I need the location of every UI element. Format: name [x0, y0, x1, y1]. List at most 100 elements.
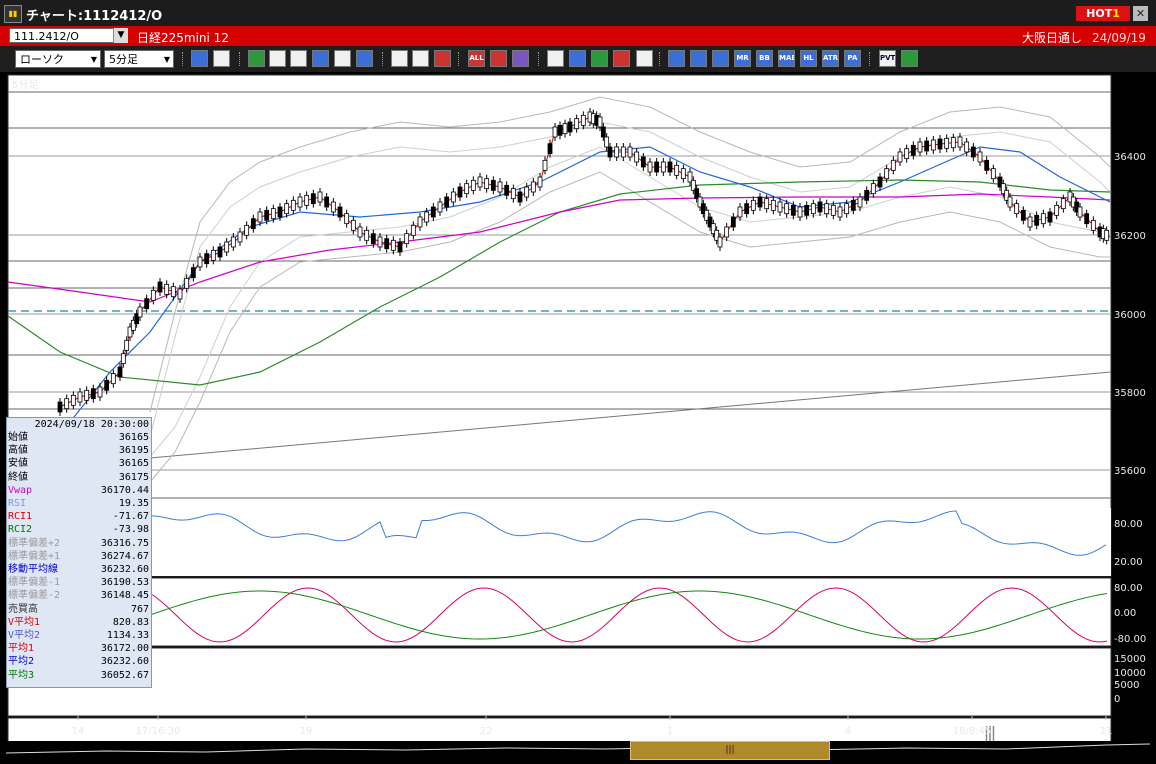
price-chart[interactable]: 5分足 36400 36200 36000 35800 35600 80.00 20.00 80… [0, 72, 1156, 764]
toolbar-button-1[interactable] [191, 50, 208, 67]
info-row: V平均1 820.83 [7, 616, 151, 629]
interval-select[interactable]: 5分足 ▼ [104, 50, 174, 68]
candle-body [384, 238, 390, 250]
toolbar-button-17[interactable] [591, 50, 608, 67]
info-row: 安値 36165 [7, 457, 151, 470]
candle-body [390, 239, 396, 251]
candle-body [250, 218, 256, 230]
upper-band-2 [149, 96, 1111, 413]
candle-body [170, 286, 176, 298]
candle-body [654, 161, 660, 173]
toolbar-button-18[interactable] [613, 50, 630, 67]
time-axis-label: 4 [845, 726, 851, 737]
toolbar-button-25[interactable]: MAE [778, 50, 795, 67]
chart-type-select[interactable]: ローソク ▼ [15, 50, 101, 68]
candle-body [177, 288, 183, 300]
toolbar-button-27[interactable]: ATR [822, 50, 839, 67]
candle-body [330, 201, 336, 213]
toolbar-button-8[interactable] [356, 50, 373, 67]
candle-body [884, 168, 890, 180]
chart-area[interactable]: 5分足 36400 36200 36000 35800 35600 80.00 20.00 80… [0, 72, 1156, 764]
info-label: 安値 [8, 458, 28, 470]
candle-body [184, 277, 190, 289]
toolbar-button-9[interactable] [391, 50, 408, 67]
candle-body [924, 140, 930, 152]
toolbar-button-15[interactable] [547, 50, 564, 67]
toolbar-button-7[interactable] [334, 50, 351, 67]
candle-body [1027, 216, 1033, 228]
toolbar-button-2[interactable] [213, 50, 230, 67]
candle-body [890, 159, 896, 171]
candle-body [430, 206, 436, 218]
candle-body [627, 146, 633, 158]
candle-body [377, 236, 383, 248]
info-datetime: 2024/09/18 20:30:00 [34, 419, 149, 430]
candle-body [217, 246, 223, 258]
info-panel: 2024/09/18 20:30:00 始値 36165 高値 36195 安値 3616… [6, 417, 152, 688]
candle-body [604, 136, 610, 148]
candle-body [547, 143, 553, 155]
candle-body [397, 241, 403, 253]
info-value: -73.98 [112, 524, 149, 536]
candle-body [304, 194, 310, 206]
info-row: 標準偏差+1 36274.67 [7, 550, 151, 563]
candle-body [490, 179, 496, 191]
candle-body [317, 191, 323, 203]
info-label: 標準偏差-2 [8, 590, 61, 602]
info-label: 売買高 [8, 603, 38, 615]
candle-body [944, 137, 950, 149]
toolbar-button-16[interactable] [569, 50, 586, 67]
candle-body [424, 211, 430, 223]
info-label: 平均2 [8, 656, 35, 668]
candle-body [824, 203, 830, 215]
candle-body [77, 391, 83, 403]
info-row: 平均1 36172.00 [7, 642, 151, 655]
toolbar-button-19[interactable] [636, 50, 653, 67]
hot-button[interactable]: HOT1 [1076, 6, 1130, 21]
toolbar-button-29[interactable]: PVT [879, 50, 896, 67]
toolbar-button-26[interactable]: HL [800, 50, 817, 67]
app-icon: ▮▮ [4, 5, 22, 23]
info-label: 標準偏差-1 [8, 577, 61, 589]
symbol-input[interactable]: 111.2412/O [9, 28, 127, 43]
toolbar-button-22[interactable] [712, 50, 729, 67]
toolbar-button-4[interactable] [269, 50, 286, 67]
toolbar-button-12[interactable]: ALL [468, 50, 485, 67]
session-date: 24/09/19 [1092, 31, 1146, 45]
toolbar-button-11[interactable] [434, 50, 451, 67]
close-button[interactable]: ✕ [1133, 6, 1148, 21]
title-bar: ▮▮ チャート:1112412/O HOT1 ✕ [0, 0, 1156, 27]
toolbar-button-5[interactable] [290, 50, 307, 67]
toolbar-button-28[interactable]: PA RA [844, 50, 861, 67]
scroll-thumb[interactable]: ||| [630, 741, 830, 760]
volume-tick-label: 10000 [1114, 668, 1146, 679]
toolbar-button-14[interactable] [512, 50, 529, 67]
toolbar-button-30[interactable] [901, 50, 918, 67]
candle-body [680, 168, 686, 180]
toolbar-button-3[interactable] [248, 50, 265, 67]
toolbar-button-20[interactable] [668, 50, 685, 67]
toolbar-separator [182, 52, 185, 66]
candle-body [757, 196, 763, 208]
price-panel [7, 74, 1112, 577]
info-value: 36165 [118, 458, 149, 470]
info-row: 標準偏差+2 36316.75 [7, 537, 151, 550]
toolbar-button-13[interactable] [490, 50, 507, 67]
time-axis-label: 14 [72, 726, 85, 737]
candle-body [130, 319, 136, 331]
rsi-tick-label: 80.00 [1114, 519, 1143, 530]
candle-body [310, 193, 316, 205]
toolbar-button-10[interactable] [412, 50, 429, 67]
toolbar-button-24[interactable]: BB [756, 50, 773, 67]
price-tick-label: 36200 [1114, 231, 1146, 242]
toolbar-button-21[interactable] [690, 50, 707, 67]
candle-body [417, 216, 423, 228]
candle-body [817, 201, 823, 213]
candle-body [110, 373, 116, 385]
toolbar-button-6[interactable] [312, 50, 329, 67]
candle-body [970, 146, 976, 158]
info-label: 高値 [8, 445, 28, 457]
symbol-dropdown-button[interactable]: ▼ [113, 28, 128, 43]
toolbar-button-23[interactable]: MR [734, 50, 751, 67]
horizontal-scrollbar[interactable] [5, 741, 1151, 760]
